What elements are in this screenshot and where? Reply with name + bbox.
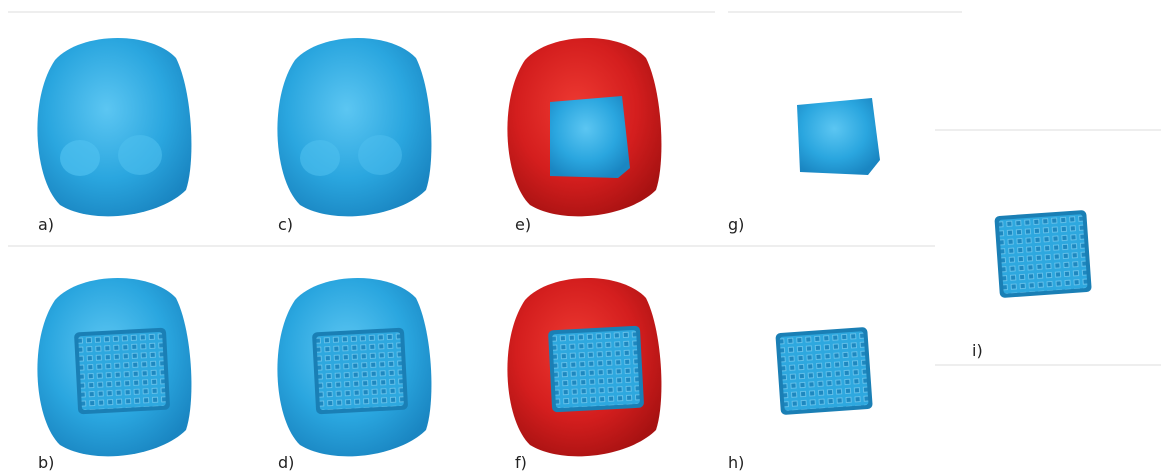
scan-f <box>507 278 661 456</box>
panel-label: e) <box>515 215 531 234</box>
panel-label: c) <box>278 215 293 234</box>
panel-label: g) <box>728 215 744 234</box>
panel-label: h) <box>728 453 744 472</box>
scan-a <box>37 38 191 216</box>
panel-label: a) <box>38 215 54 234</box>
panel-label: i) <box>972 341 983 360</box>
scan-h <box>775 327 872 415</box>
scan-i <box>994 210 1091 298</box>
panel-label: b) <box>38 453 54 472</box>
panel-label: d) <box>278 453 294 472</box>
scan-g <box>797 98 880 175</box>
scan-e <box>507 38 661 216</box>
scan-d <box>277 278 431 456</box>
scan-b <box>37 278 191 456</box>
figure: a) c) e) g) b) d) f) h) i) <box>0 0 1161 473</box>
panel-label: f) <box>515 453 527 472</box>
scan-c <box>277 38 431 216</box>
